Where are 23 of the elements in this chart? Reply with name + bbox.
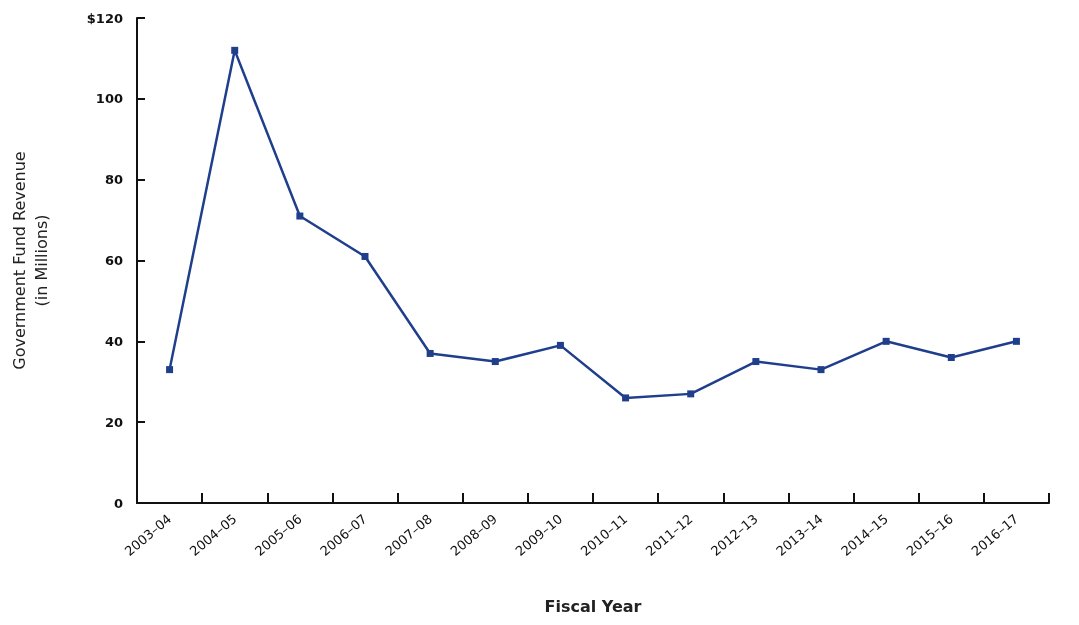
y-tick-label: $120 [86, 10, 123, 26]
y-tick-label: 20 [104, 414, 123, 430]
x-axis-title: Fiscal Year [544, 596, 642, 616]
point [491, 358, 499, 366]
point [882, 337, 890, 345]
point [622, 394, 630, 402]
y-tick-label: 40 [104, 333, 123, 349]
y-tick-label: 100 [95, 91, 123, 107]
point [687, 390, 695, 398]
point [426, 349, 434, 357]
point [361, 252, 369, 260]
y-axis-title: Government Fund Revenue (in Millions) [9, 151, 51, 370]
point [231, 46, 239, 54]
y-tick-label: 60 [104, 253, 123, 268]
point [166, 366, 174, 374]
point [947, 354, 955, 361]
point [1012, 337, 1020, 345]
point [296, 212, 304, 220]
point [752, 358, 760, 366]
y-tick-label: 80 [104, 172, 123, 188]
point [556, 341, 564, 349]
point [817, 366, 825, 374]
y-tick-label: 0 [113, 495, 123, 511]
